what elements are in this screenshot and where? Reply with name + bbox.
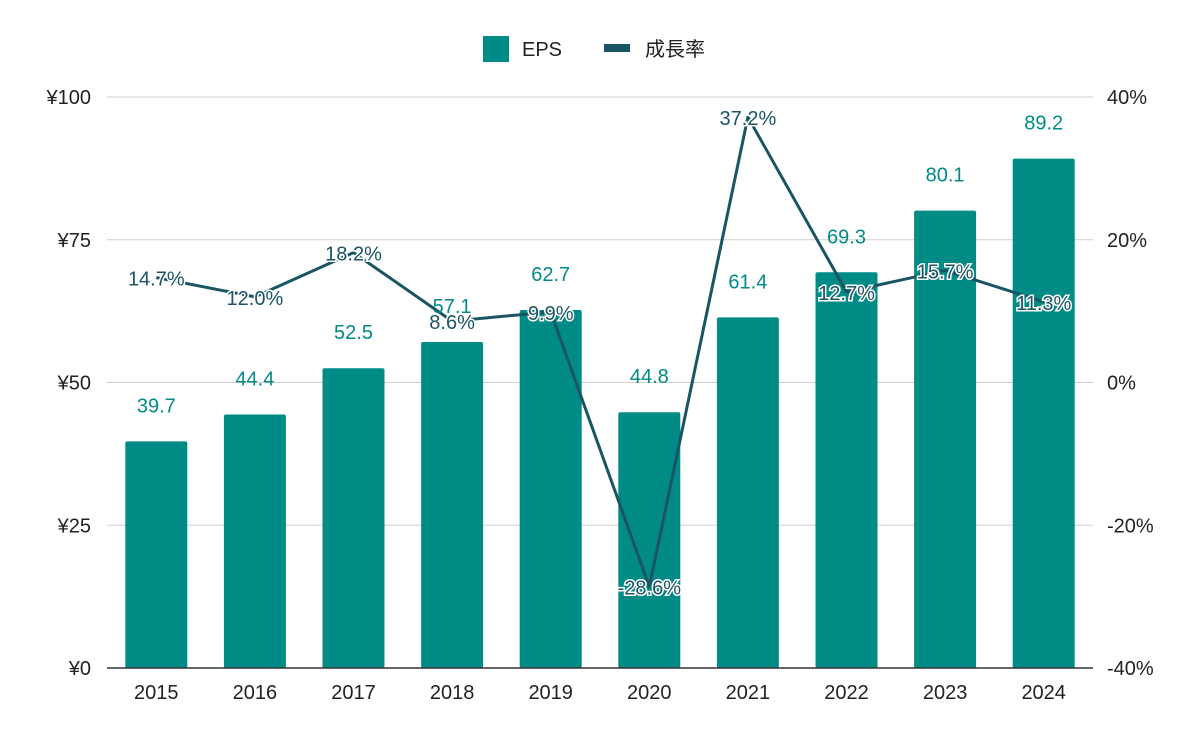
right-axis-tick-label: 20%	[1107, 230, 1147, 252]
right-axis-tick-label: -40%	[1107, 658, 1154, 680]
eps-bar	[519, 309, 582, 668]
right-axis-tick-label: 40%	[1107, 87, 1147, 109]
legend-label-growth: 成長率	[645, 38, 705, 61]
growth-point-label: 12.7%	[818, 283, 875, 305]
eps-bar-label: 69.3	[827, 226, 866, 248]
growth-point-label: 11.3%	[1016, 293, 1071, 315]
left-axis-tick-label: ¥50	[57, 373, 91, 395]
x-axis-tick-label: 2015	[134, 682, 179, 704]
x-axis-tick-label: 2020	[627, 682, 672, 704]
eps-bar	[618, 412, 681, 668]
line-data-labels: 14.7% 12.0% 18.2% 8.6% 9.9% -28.6% 37.2% 12.7% 1…	[126, 106, 1073, 601]
x-axis-tick-label: 2018	[430, 682, 475, 704]
eps-bar	[125, 441, 188, 668]
x-axis-tick-label: 2021	[726, 682, 771, 704]
eps-bar-label: 62.7	[531, 264, 570, 286]
eps-bar-label: 57.1	[433, 296, 472, 318]
growth-point-label: 14.7%	[128, 269, 185, 291]
x-axis-tick-label: 2017	[331, 682, 376, 704]
eps-bar-label: 39.7	[137, 395, 176, 417]
legend-label-eps: EPS	[522, 39, 562, 61]
x-axis-tick-label: 2023	[923, 682, 968, 704]
eps-bar-label: 44.8	[630, 366, 669, 388]
left-axis-tick-label: ¥75	[57, 230, 91, 252]
x-axis-tick-label: 2016	[233, 682, 278, 704]
axes: ¥0 ¥25 ¥50 ¥75 ¥100 -40% -20% 0% 20% 40% 2015 2016 2…	[46, 87, 1154, 704]
eps-bar-label: 61.4	[728, 271, 767, 293]
growth-point-label: 18.2%	[325, 244, 382, 266]
left-axis-tick-label: ¥25	[57, 515, 91, 537]
bar-series	[125, 158, 1075, 668]
legend: EPS 成長率	[483, 36, 705, 62]
eps-bar	[815, 272, 878, 668]
eps-bar-label: 80.1	[926, 165, 965, 187]
line-series	[156, 115, 1045, 589]
growth-point-label: 8.6%	[429, 312, 475, 334]
left-axis-tick-label: ¥100	[46, 87, 92, 109]
x-axis-tick-label: 2022	[824, 682, 869, 704]
eps-bar-label: 52.5	[334, 322, 373, 344]
eps-bar	[1012, 158, 1075, 668]
eps-bar	[223, 414, 286, 668]
growth-point-label: 9.9%	[528, 303, 574, 325]
growth-point-label: 15.7%	[917, 261, 974, 283]
growth-point-label: 12.0%	[227, 288, 284, 310]
eps-bar-label: 44.4	[235, 368, 274, 390]
eps-bar	[716, 317, 779, 668]
eps-bar-label: 89.2	[1024, 113, 1063, 135]
growth-line	[156, 115, 1045, 589]
bar-data-labels: 39.7 44.4 52.5 57.1 62.7 44.8 61.4 69.3 80.1 89.2	[137, 113, 1063, 418]
left-axis-tick-label: ¥0	[68, 658, 91, 680]
right-axis-tick-label: 0%	[1107, 373, 1136, 395]
legend-swatch-growth	[604, 44, 630, 52]
eps-bar	[914, 210, 977, 668]
right-axis-tick-label: -20%	[1107, 515, 1154, 537]
x-axis-tick-label: 2019	[528, 682, 573, 704]
eps-bar	[322, 368, 385, 668]
x-axis-tick-label: 2024	[1021, 682, 1066, 704]
eps-bar	[421, 341, 484, 668]
growth-point-label: -28.6%	[618, 578, 682, 600]
growth-point-label: 37.2%	[720, 108, 777, 130]
legend-swatch-eps	[483, 36, 509, 62]
